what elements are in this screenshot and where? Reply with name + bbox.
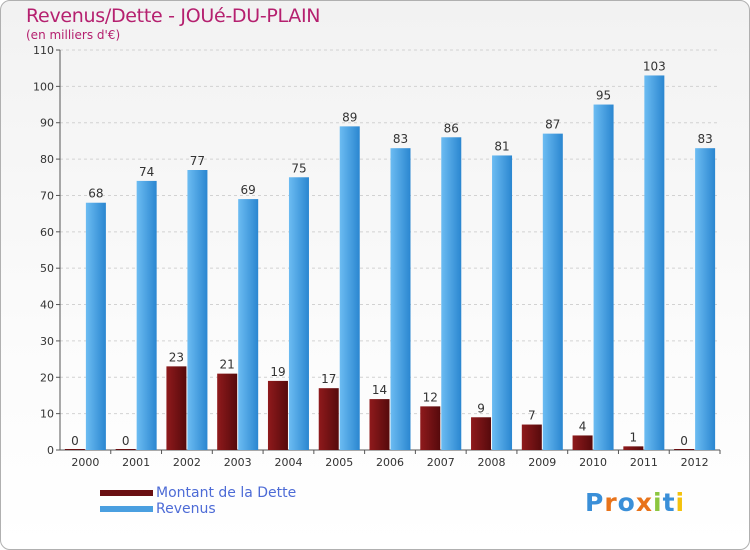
y-tick-label: 80 (40, 153, 54, 166)
chart-legend: Montant de la Dette Revenus (100, 485, 296, 517)
logo-letter: r (604, 488, 618, 517)
legend-swatch-debt (100, 490, 153, 496)
x-tick-label: 2000 (71, 456, 99, 469)
legend-label-debt: Montant de la Dette (156, 485, 297, 501)
debt-bar (267, 380, 288, 450)
revenue-bar (339, 126, 360, 450)
y-tick-label: 90 (40, 117, 54, 130)
revenue-value-label: 86 (444, 121, 459, 135)
revenue-bar (288, 177, 309, 451)
revenue-bar (593, 104, 614, 450)
debt-value-label: 19 (270, 365, 285, 379)
debt-value-label: 0 (71, 434, 79, 448)
debt-bar (369, 399, 390, 450)
revenue-value-label: 87 (545, 118, 560, 132)
debt-value-label: 0 (680, 434, 688, 448)
revenue-value-label: 81 (494, 139, 509, 153)
debt-value-label: 14 (372, 383, 387, 397)
debt-value-label: 4 (579, 419, 587, 433)
logo-letter: i (653, 488, 663, 517)
revenue-value-label: 69 (241, 183, 256, 197)
x-tick-label: 2002 (173, 456, 201, 469)
revenue-bar (187, 170, 208, 450)
legend-label-revenue: Revenus (156, 501, 216, 517)
debt-value-label: 7 (528, 409, 536, 423)
revenue-bar (695, 148, 716, 450)
debt-bar (217, 373, 238, 450)
revenue-bar (136, 180, 157, 450)
revenue-value-label: 83 (697, 132, 712, 146)
revenue-bar (542, 133, 563, 451)
debt-value-label: 9 (477, 401, 485, 415)
x-tick-label: 2012 (681, 456, 709, 469)
debt-bar (471, 417, 492, 450)
x-tick-label: 2005 (325, 456, 353, 469)
x-tick-label: 2006 (376, 456, 404, 469)
y-tick-label: 0 (47, 444, 54, 457)
revenue-value-label: 83 (393, 132, 408, 146)
proxiti-logo: Proxiti (585, 488, 685, 517)
x-tick-label: 2009 (528, 456, 556, 469)
y-tick-label: 50 (40, 262, 54, 275)
debt-value-label: 17 (321, 372, 336, 386)
revenue-value-label: 95 (596, 89, 611, 103)
x-tick-label: 2003 (224, 456, 252, 469)
logo-letter: x (635, 488, 653, 517)
debt-value-label: 0 (122, 434, 130, 448)
revenue-value-label: 89 (342, 110, 357, 124)
debt-bar (674, 449, 695, 450)
revenue-bar (492, 155, 513, 451)
debt-value-label: 23 (169, 350, 184, 364)
debt-bar (420, 406, 441, 450)
legend-swatch-revenue (100, 506, 153, 512)
revenue-value-label: 68 (88, 187, 103, 201)
debt-bar (318, 388, 339, 450)
y-tick-label: 110 (33, 44, 54, 57)
chart-subtitle: (en milliers d'€) (26, 28, 121, 42)
legend-item-debt: Montant de la Dette (100, 485, 296, 501)
debt-value-label: 12 (423, 390, 438, 404)
legend-item-revenue: Revenus (100, 501, 296, 517)
logo-letter: t (662, 488, 676, 517)
y-tick-label: 70 (40, 189, 54, 202)
revenue-bar (441, 137, 462, 451)
x-tick-label: 2007 (427, 456, 455, 469)
debt-bar (521, 424, 542, 450)
debt-value-label: 21 (220, 358, 235, 372)
debt-bar (115, 449, 136, 450)
y-tick-label: 60 (40, 226, 54, 239)
revenue-value-label: 103 (643, 59, 666, 73)
y-tick-label: 100 (33, 80, 54, 93)
revenue-value-label: 74 (139, 165, 154, 179)
y-tick-label: 10 (40, 408, 54, 421)
logo-letter: P (585, 488, 605, 517)
chart-title: Revenus/Dette - JOUé-DU-PLAIN (26, 5, 321, 27)
logo-letter: i (675, 488, 686, 517)
logo-letter: o (617, 488, 636, 517)
y-tick-label: 40 (40, 299, 54, 312)
revenue-value-label: 77 (190, 154, 205, 168)
y-tick-label: 30 (40, 335, 54, 348)
debt-bar (64, 449, 85, 450)
x-tick-label: 2011 (630, 456, 658, 469)
x-tick-label: 2004 (274, 456, 302, 469)
debt-bar (166, 366, 187, 450)
x-tick-label: 2010 (579, 456, 607, 469)
revenue-bar (644, 75, 665, 451)
x-tick-label: 2001 (122, 456, 150, 469)
x-tick-label: 2008 (478, 456, 506, 469)
debt-bar (572, 435, 593, 450)
revenue-bar (390, 148, 411, 450)
revenue-bar (85, 202, 106, 450)
revenue-bar (238, 199, 259, 450)
debt-value-label: 1 (630, 430, 638, 444)
y-tick-label: 20 (40, 371, 54, 384)
debt-bar (623, 446, 644, 450)
revenue-value-label: 75 (291, 161, 306, 175)
